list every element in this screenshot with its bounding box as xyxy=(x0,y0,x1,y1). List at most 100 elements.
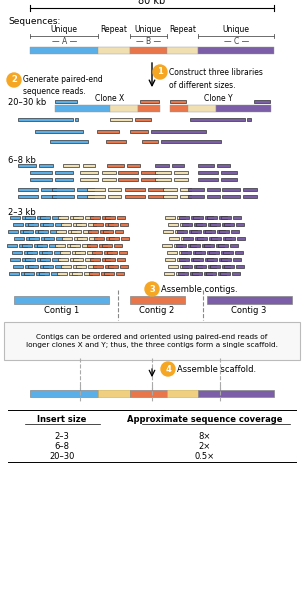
Bar xyxy=(224,223,234,226)
Bar xyxy=(50,140,88,143)
Circle shape xyxy=(153,65,167,79)
Text: Contig 1: Contig 1 xyxy=(44,306,80,315)
Bar xyxy=(76,223,86,226)
Bar xyxy=(85,216,93,219)
Text: 20–30: 20–30 xyxy=(49,452,75,461)
Bar xyxy=(191,230,201,233)
Bar xyxy=(155,178,171,181)
Bar xyxy=(61,223,71,226)
Text: 80 kb: 80 kb xyxy=(138,0,166,6)
Text: Contig 3: Contig 3 xyxy=(231,306,267,315)
Bar xyxy=(93,223,103,226)
Bar xyxy=(89,272,99,275)
Bar xyxy=(108,223,118,226)
Bar xyxy=(41,188,56,191)
Bar xyxy=(68,230,76,233)
Bar xyxy=(7,244,17,247)
Bar xyxy=(18,195,38,198)
Circle shape xyxy=(7,73,21,87)
Bar xyxy=(188,105,216,112)
Bar xyxy=(196,265,206,268)
Bar xyxy=(93,265,103,268)
Bar xyxy=(243,195,257,198)
Bar xyxy=(192,272,202,275)
Bar xyxy=(74,237,82,240)
Bar xyxy=(21,272,29,275)
Bar xyxy=(168,223,178,226)
Bar xyxy=(221,171,237,174)
Bar xyxy=(209,251,219,254)
Bar xyxy=(105,258,115,261)
Bar xyxy=(254,100,270,103)
Bar xyxy=(118,178,138,181)
Bar xyxy=(43,223,53,226)
Bar xyxy=(135,118,151,121)
Bar xyxy=(117,258,125,261)
Bar xyxy=(148,195,164,198)
Bar xyxy=(247,118,251,121)
Bar xyxy=(85,258,93,261)
Bar xyxy=(23,230,33,233)
Bar xyxy=(169,237,179,240)
Bar xyxy=(121,237,129,240)
Bar xyxy=(89,237,97,240)
Text: Contig 2: Contig 2 xyxy=(139,306,174,315)
Text: Generate paired-end
sequence reads.: Generate paired-end sequence reads. xyxy=(23,75,103,97)
Bar xyxy=(18,188,38,191)
Bar xyxy=(88,223,96,226)
Bar xyxy=(88,230,98,233)
Text: Construct three libraries
of different sizes.: Construct three libraries of different s… xyxy=(169,68,263,89)
Bar xyxy=(210,265,220,268)
Bar xyxy=(172,164,184,167)
Bar xyxy=(138,105,160,112)
Bar xyxy=(130,296,185,304)
Bar xyxy=(222,223,230,226)
Bar xyxy=(13,265,23,268)
Bar xyxy=(181,237,189,240)
Bar xyxy=(205,230,215,233)
Bar xyxy=(49,244,57,247)
Bar xyxy=(50,230,58,233)
Bar xyxy=(225,237,235,240)
Bar xyxy=(115,230,123,233)
Bar xyxy=(8,230,18,233)
Bar xyxy=(155,171,171,174)
Bar xyxy=(235,251,243,254)
Bar xyxy=(71,230,81,233)
Bar xyxy=(14,237,24,240)
Bar xyxy=(63,164,79,167)
Bar xyxy=(106,237,114,240)
Bar xyxy=(29,237,39,240)
Bar xyxy=(30,47,98,54)
Bar xyxy=(236,223,244,226)
Bar xyxy=(167,47,198,54)
Bar xyxy=(178,272,188,275)
Bar xyxy=(102,244,112,247)
Bar xyxy=(193,251,201,254)
Bar xyxy=(37,216,45,219)
Bar xyxy=(38,230,48,233)
Bar xyxy=(120,223,128,226)
Bar xyxy=(9,272,19,275)
Bar xyxy=(58,216,68,219)
Bar xyxy=(87,195,105,198)
Bar xyxy=(19,244,27,247)
Bar xyxy=(197,237,207,240)
Bar xyxy=(163,230,173,233)
Bar xyxy=(180,223,188,226)
Bar xyxy=(87,188,105,191)
Bar xyxy=(180,188,191,191)
Bar xyxy=(182,265,192,268)
Bar xyxy=(198,47,274,54)
Bar xyxy=(39,251,47,254)
Bar xyxy=(233,258,241,261)
Bar xyxy=(83,230,91,233)
Text: Insert size: Insert size xyxy=(37,415,87,424)
Bar xyxy=(55,265,63,268)
Bar xyxy=(52,258,60,261)
Bar xyxy=(188,188,204,191)
Bar xyxy=(10,258,20,261)
Bar xyxy=(195,251,205,254)
Bar xyxy=(231,230,239,233)
Bar xyxy=(207,188,220,191)
